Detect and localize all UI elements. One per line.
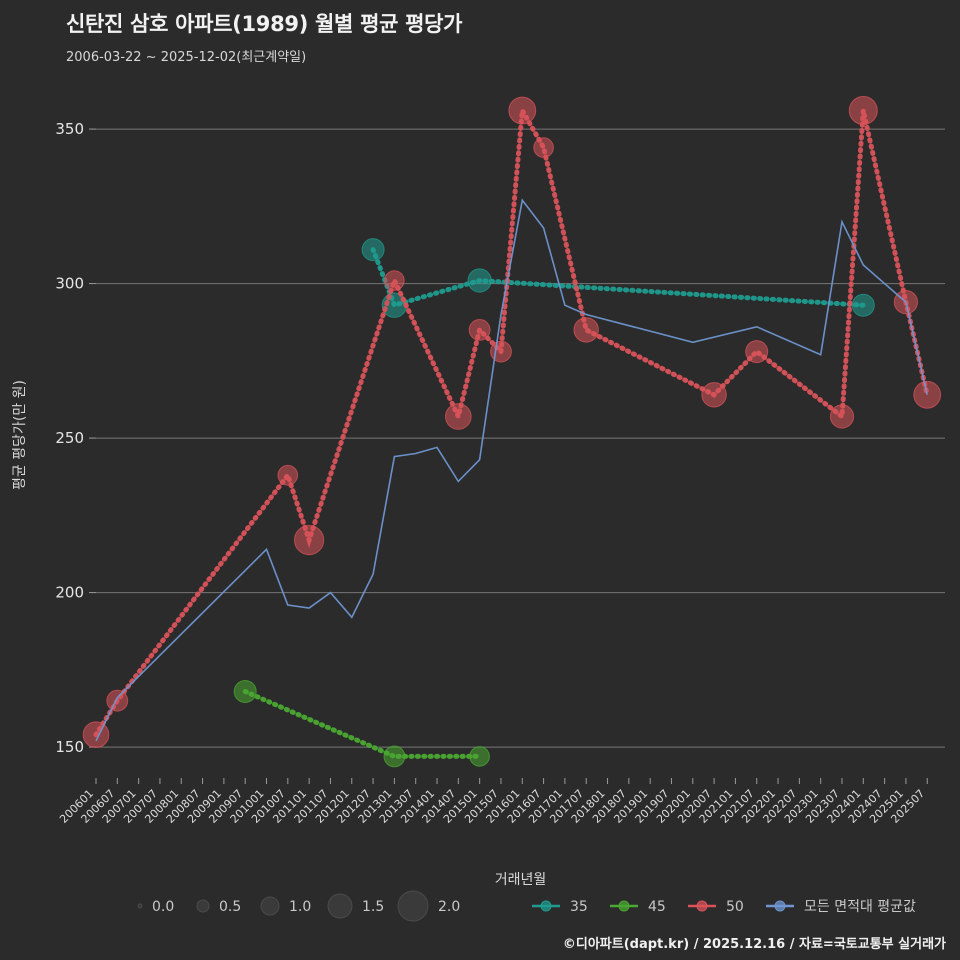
size-legend-marker [137,903,143,909]
data-point[interactable] [384,270,405,291]
y-axis-tick-label: 200 [55,584,84,602]
size-legend-marker [196,899,210,913]
series-legend-label[interactable]: 45 [648,899,666,915]
size-legend-marker [327,893,353,919]
chart-footer: ©디아파트(dapt.kr) / 2025.12.16 / 자료=국토교통부 실… [562,937,946,952]
y-axis-tick-label: 300 [55,275,84,293]
data-point[interactable] [469,746,490,767]
series-avg-all [95,198,928,742]
x-axis-title: 거래년월 [495,872,547,888]
series-line [95,198,928,742]
y-axis-tick-label: 150 [55,738,84,756]
data-point[interactable] [361,238,385,262]
data-point[interactable] [82,721,110,749]
series-legend-label[interactable]: 모든 면적대 평균값 [804,899,916,915]
data-point[interactable] [745,340,769,364]
data-point[interactable] [383,745,406,768]
size-legend-marker [260,896,280,916]
chart-subtitle: 2006-03-22 ~ 2025-12-02(최근계약일) [66,50,307,65]
series-legend-marker[interactable] [774,900,786,912]
data-point[interactable] [445,403,472,430]
data-point[interactable] [851,293,875,317]
series-line [93,102,930,738]
series-legend-label[interactable]: 35 [570,899,588,915]
series-legend-label[interactable]: 50 [726,899,744,915]
data-point[interactable] [848,96,878,125]
data-point[interactable] [468,319,491,341]
data-point[interactable] [829,404,855,429]
y-axis-tick-label: 250 [55,429,84,447]
size-legend-marker [397,890,429,922]
data-point[interactable] [106,689,129,712]
y-axis-tick-label: 350 [55,120,84,138]
size-legend-label: 0.5 [219,899,241,915]
series-line [370,247,866,309]
series-35 [361,238,875,318]
data-point[interactable] [294,525,325,556]
size-legend-label: 0.0 [152,899,174,915]
data-point[interactable] [701,382,727,408]
chart-header: 신탄진 삼호 아파트(1989) 월별 평균 평당가 2006-03-22 ~ … [66,8,463,65]
data-point[interactable] [573,317,599,343]
data-point[interactable] [467,268,492,293]
series-50 [82,96,942,749]
series-45 [233,680,490,768]
size-legend-label: 2.0 [438,899,460,915]
data-point[interactable] [277,464,299,486]
data-point[interactable] [233,680,257,703]
data-point[interactable] [508,96,537,125]
series-legend-marker[interactable] [618,900,630,912]
page-title: 신탄진 삼호 아파트(1989) 월별 평균 평당가 [66,12,463,36]
size-legend-label: 1.0 [289,899,311,915]
series-legend-marker[interactable] [540,900,552,912]
y-axis-title: 평균 평당가(만 원) [12,380,28,490]
series-legend-marker[interactable] [696,900,708,912]
data-point[interactable] [533,137,554,158]
size-legend-label: 1.5 [362,899,384,915]
